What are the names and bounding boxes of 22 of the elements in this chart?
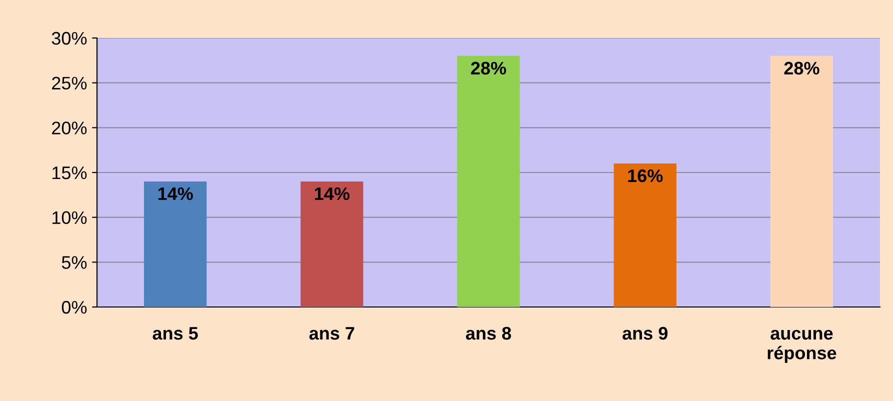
- x-tick-label: aucune réponse: [768, 330, 836, 363]
- x-tick-label: ans 5: [152, 327, 198, 340]
- y-tick-label: 25%: [52, 76, 87, 90]
- y-tick-label: 30%: [52, 32, 87, 45]
- y-tick-label: 10%: [52, 211, 87, 224]
- data-label: 28%: [471, 62, 506, 75]
- y-tick-label: 20%: [52, 122, 87, 134]
- bar: [770, 56, 834, 307]
- bar: [457, 56, 520, 307]
- data-label: 28%: [784, 62, 820, 75]
- bar: [144, 181, 207, 307]
- bar: [300, 181, 364, 307]
- data-label: 14%: [158, 187, 193, 200]
- data-label: 14%: [314, 187, 350, 200]
- y-tick-label: 15%: [52, 166, 87, 180]
- data-label: 16%: [628, 169, 663, 182]
- x-tick-label: ans 7: [309, 327, 354, 340]
- y-tick-label: 5%: [62, 256, 87, 269]
- y-tick-label: 0%: [62, 300, 87, 314]
- x-tick-label: ans 9: [622, 326, 668, 340]
- bar: [614, 164, 676, 307]
- x-tick-label: ans 8: [466, 326, 512, 340]
